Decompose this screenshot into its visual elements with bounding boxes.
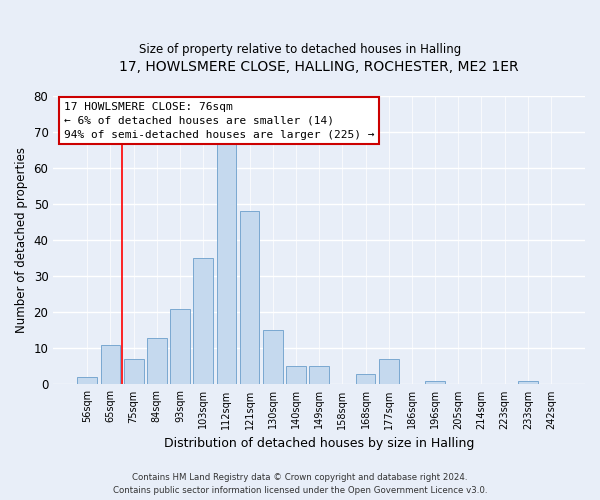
Bar bbox=[217, 143, 236, 384]
Bar bbox=[286, 366, 306, 384]
Text: Size of property relative to detached houses in Halling: Size of property relative to detached ho… bbox=[139, 42, 461, 56]
Bar bbox=[263, 330, 283, 384]
Bar bbox=[77, 377, 97, 384]
Text: 17 HOWLSMERE CLOSE: 76sqm
← 6% of detached houses are smaller (14)
94% of semi-d: 17 HOWLSMERE CLOSE: 76sqm ← 6% of detach… bbox=[64, 102, 374, 140]
Bar bbox=[101, 345, 121, 385]
Bar bbox=[518, 381, 538, 384]
Bar bbox=[379, 359, 398, 384]
Bar bbox=[170, 308, 190, 384]
X-axis label: Distribution of detached houses by size in Halling: Distribution of detached houses by size … bbox=[164, 437, 475, 450]
Bar bbox=[356, 374, 376, 384]
Bar bbox=[147, 338, 167, 384]
Bar bbox=[124, 359, 143, 384]
Bar bbox=[240, 212, 259, 384]
Title: 17, HOWLSMERE CLOSE, HALLING, ROCHESTER, ME2 1ER: 17, HOWLSMERE CLOSE, HALLING, ROCHESTER,… bbox=[119, 60, 519, 74]
Text: Contains HM Land Registry data © Crown copyright and database right 2024.
Contai: Contains HM Land Registry data © Crown c… bbox=[113, 474, 487, 495]
Y-axis label: Number of detached properties: Number of detached properties bbox=[15, 147, 28, 333]
Bar bbox=[425, 381, 445, 384]
Bar bbox=[309, 366, 329, 384]
Bar bbox=[193, 258, 213, 384]
